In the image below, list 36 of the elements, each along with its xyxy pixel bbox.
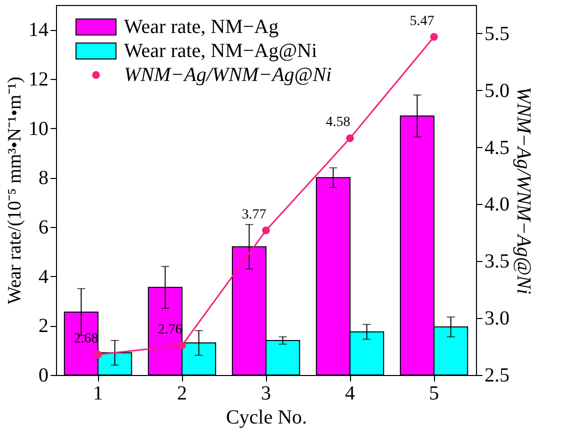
x-tick-label: 1	[93, 382, 103, 404]
y2-tick-label: 5.0	[484, 80, 510, 102]
y2-tick-label: 5.5	[484, 22, 510, 45]
y2-tick-label: 3.0	[484, 308, 510, 330]
y-tick-label: 6	[38, 216, 48, 238]
x-tick-label: 5	[429, 382, 439, 404]
y-tick-label: 4	[38, 266, 48, 288]
legend-label: WNM−Ag/WNM−Ag@Ni	[124, 64, 332, 86]
y-tick-label: 2	[38, 315, 48, 338]
point	[178, 342, 186, 350]
y2-tick-label: 4.0	[484, 194, 510, 216]
x-tick-label: 2	[177, 382, 187, 404]
point	[430, 33, 438, 41]
y-tick-label: 8	[38, 167, 48, 190]
point	[94, 350, 102, 358]
data-label: 5.47	[410, 14, 434, 29]
y-tick-label: 12	[28, 68, 48, 90]
data-label: 2.68	[74, 332, 98, 347]
y-axis-title: Wear rate/(10⁻⁵ mm³•N⁻¹•m⁻¹)	[4, 76, 26, 304]
y-tick-label: 10	[28, 118, 48, 140]
data-label: 2.76	[158, 322, 182, 338]
y2-tick-label: 2.5	[484, 364, 510, 386]
legend-label: Wear rate, NM−Ag@Ni	[124, 40, 318, 62]
y-tick-label: 14	[28, 19, 48, 42]
y2-tick-label: 3.5	[484, 250, 510, 273]
point	[346, 134, 354, 142]
legend-label: Wear rate, NM−Ag	[124, 16, 279, 38]
x-axis-title: Cycle No.	[226, 406, 308, 428]
data-label: 3.77	[242, 207, 266, 222]
y2-axis-title: WNM−Ag/WNM−Ag@Ni	[512, 86, 534, 294]
x-tick-label: 3	[261, 382, 271, 404]
x-tick-label: 4	[345, 382, 355, 404]
data-label: 4.58	[326, 115, 350, 130]
point	[262, 226, 270, 234]
y-tick-label: 0	[38, 364, 48, 386]
y2-tick-label: 4.5	[484, 136, 510, 159]
